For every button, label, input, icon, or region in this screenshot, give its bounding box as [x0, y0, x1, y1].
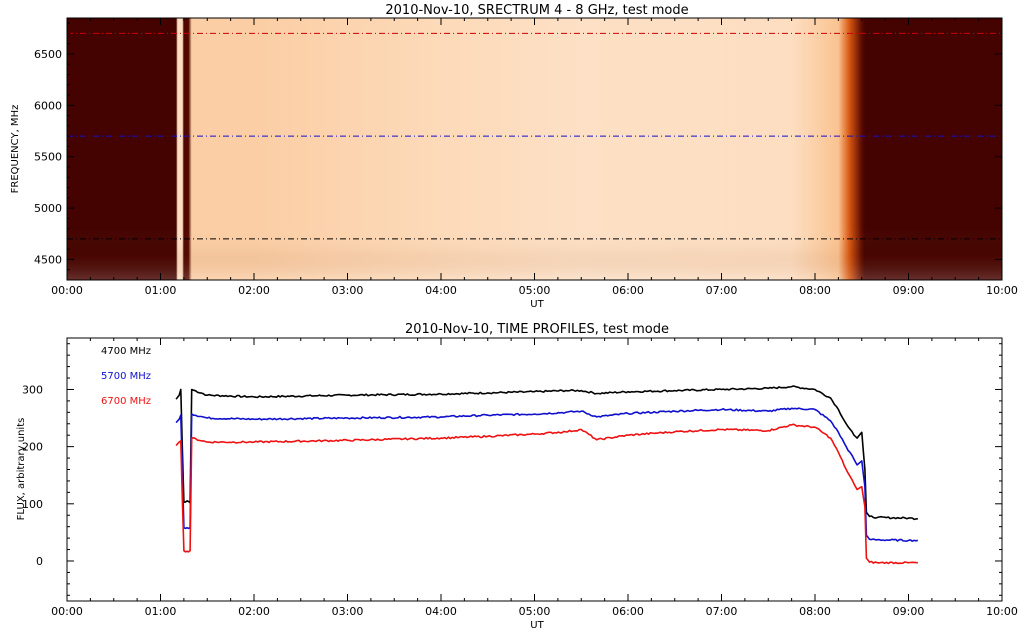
- spectrum-y-axis: 4500 5000 5500 6000 6500: [34, 22, 1002, 271]
- spectrum-y-label: FREQUENCY, MHz: [10, 105, 21, 194]
- x-tick-label: 02:00: [238, 605, 270, 618]
- y-tick-label: 5500: [34, 151, 62, 164]
- y-tick-label: 6500: [34, 48, 62, 61]
- y-tick-label: 0: [36, 555, 43, 568]
- x-tick-label: 04:00: [425, 284, 457, 297]
- y-tick-label: 5000: [34, 202, 62, 215]
- series-line: [175, 385, 919, 521]
- legend-entry: 5700 MHz: [101, 371, 151, 382]
- spectrum-title: 2010-Nov-10, SRECTRUM 4 - 8 GHz, test mo…: [385, 3, 688, 18]
- x-tick-label: 09:00: [893, 284, 925, 297]
- x-tick-label: 06:00: [612, 284, 644, 297]
- profiles-x-axis: 00:00 01:00 02:00 03:00 04:00 05:00 06:00 07:00…: [51, 338, 1018, 618]
- x-tick-label: 10:00: [986, 605, 1018, 618]
- profiles-frame: [66, 337, 1003, 602]
- x-tick-label: 01:00: [145, 284, 177, 297]
- series-line: [175, 423, 918, 565]
- x-tick-label: 04:00: [425, 605, 457, 618]
- x-tick-label: 05:00: [519, 605, 551, 618]
- x-tick-label: 08:00: [799, 284, 831, 297]
- spectrum-x-axis: 00:00 01:00 02:00 03:00 04:00 05:00 06:00 07:00…: [51, 18, 1018, 297]
- legend-entry: 6700 MHz: [101, 396, 151, 407]
- profiles-x-label: UT: [530, 620, 544, 631]
- x-tick-label: 06:00: [612, 605, 644, 618]
- x-tick-label: 09:00: [893, 605, 925, 618]
- x-tick-label: 07:00: [706, 284, 738, 297]
- spectrum-shading: [67, 18, 1002, 280]
- profiles-y-axis: 0 100 200 300: [22, 343, 1002, 596]
- x-tick-label: 00:00: [51, 605, 83, 618]
- y-tick-label: 4500: [34, 253, 62, 266]
- series-line: [175, 407, 919, 542]
- x-tick-label: 02:00: [238, 284, 270, 297]
- x-tick-label: 05:00: [519, 284, 551, 297]
- y-tick-label: 200: [22, 441, 43, 454]
- x-tick-label: 08:00: [799, 605, 831, 618]
- x-tick-label: 07:00: [706, 605, 738, 618]
- spectrum-x-label: UT: [530, 299, 544, 310]
- legend-entry: 4700 MHz: [101, 346, 151, 357]
- profiles-y-label: FLUX, arbitrary units: [16, 418, 27, 521]
- profiles-legend: 4700 MHz 5700 MHz 6700 MHz: [101, 346, 151, 407]
- x-tick-label: 10:00: [986, 284, 1018, 297]
- spectrum-panel: 2010-Nov-10, SRECTRUM 4 - 8 GHz, test mo…: [10, 3, 1018, 310]
- x-tick-label: 03:00: [332, 605, 364, 618]
- profiles-series: [175, 385, 919, 565]
- y-tick-label: 6000: [34, 99, 62, 112]
- y-tick-label: 100: [22, 498, 43, 511]
- profiles-panel: 2010-Nov-10, TIME PROFILES, test mode 47…: [16, 322, 1018, 631]
- y-tick-label: 300: [22, 383, 43, 396]
- x-tick-label: 01:00: [145, 605, 177, 618]
- x-tick-label: 00:00: [51, 284, 83, 297]
- x-tick-label: 03:00: [332, 284, 364, 297]
- profiles-title: 2010-Nov-10, TIME PROFILES, test mode: [405, 322, 669, 337]
